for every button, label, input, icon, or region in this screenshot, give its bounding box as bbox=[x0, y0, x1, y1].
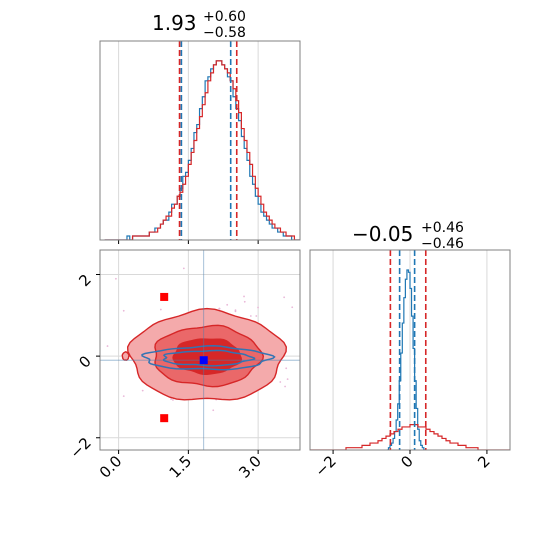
sample-point bbox=[306, 352, 308, 354]
sample-point bbox=[279, 381, 282, 383]
sample-point bbox=[243, 300, 246, 303]
sample-point bbox=[243, 295, 245, 298]
sample-point bbox=[226, 303, 229, 306]
sample-point bbox=[378, 345, 380, 347]
title-main-top-left: 1.93 bbox=[152, 11, 197, 35]
title-bottom-right: −0.05 +0.46 −0.46 bbox=[352, 220, 464, 252]
panel-bottom-right: −2 0 2 −0.05 +0.46 −0.46 bbox=[309, 220, 511, 480]
sample-point bbox=[285, 367, 288, 370]
x-tick-label: 0 bbox=[397, 452, 416, 471]
sample-point bbox=[212, 409, 215, 412]
contours-bottom-left bbox=[100, 250, 380, 450]
sample-point bbox=[172, 399, 174, 401]
x-tick-label: −2 bbox=[312, 452, 340, 480]
sample-point bbox=[283, 296, 286, 299]
sample-point bbox=[106, 345, 109, 347]
red-marker bbox=[160, 414, 169, 423]
sample-point bbox=[249, 315, 252, 317]
title-top-left: 1.93 +0.60 −0.58 bbox=[152, 9, 246, 41]
contour-blue-level-1 bbox=[141, 345, 276, 371]
y-tick-label: −2 bbox=[66, 434, 94, 462]
title-plus-bottom-right: +0.46 bbox=[421, 220, 464, 236]
axes-frame-bottom-left bbox=[99, 249, 301, 451]
sample-point bbox=[255, 315, 258, 317]
sample-point bbox=[122, 395, 125, 398]
red-marker bbox=[160, 292, 169, 301]
grid-top-left bbox=[118, 41, 259, 244]
ticks-bottom-right: −2 0 2 bbox=[312, 450, 494, 480]
contour-blue-level-2 bbox=[162, 349, 256, 367]
title-plus-top-left: +0.60 bbox=[203, 9, 246, 25]
sample-point bbox=[170, 398, 172, 400]
panel-top-left: 1.93 +0.60 −0.58 bbox=[99, 9, 301, 244]
sample-point bbox=[218, 307, 221, 310]
title-minus-bottom-right: −0.46 bbox=[421, 236, 464, 252]
histogram-red bbox=[104, 60, 300, 240]
histogram-bottom-right bbox=[310, 250, 510, 450]
sample-point bbox=[291, 306, 294, 309]
sample-point bbox=[159, 308, 162, 311]
title-main-bottom-right: −0.05 bbox=[352, 222, 413, 246]
x-tick-label: 2 bbox=[474, 452, 493, 471]
sample-point bbox=[122, 309, 125, 312]
histogram-blue bbox=[386, 269, 426, 450]
sample-point bbox=[234, 309, 237, 312]
sample-point bbox=[286, 378, 289, 381]
sample-point bbox=[284, 385, 286, 388]
blue-marker bbox=[199, 356, 208, 365]
x-tick-label: 3.0 bbox=[235, 452, 265, 482]
sample-point bbox=[141, 389, 144, 392]
y-tick-label: 0 bbox=[75, 352, 94, 371]
x-tick-label: 0.0 bbox=[96, 452, 126, 482]
histogram-blue bbox=[104, 60, 300, 240]
contour-red-outlier bbox=[121, 351, 130, 361]
sample-point bbox=[315, 320, 317, 322]
histogram-red bbox=[310, 424, 510, 450]
sample-point bbox=[182, 267, 185, 270]
title-minus-top-left: −0.58 bbox=[203, 25, 246, 41]
histogram-top-left bbox=[104, 41, 300, 240]
axes-frame-top-left bbox=[99, 40, 301, 241]
x-tick-label: 1.5 bbox=[166, 452, 196, 482]
sample-point bbox=[115, 277, 117, 280]
sample-point bbox=[257, 306, 259, 309]
y-tick-label: 2 bbox=[75, 271, 94, 290]
